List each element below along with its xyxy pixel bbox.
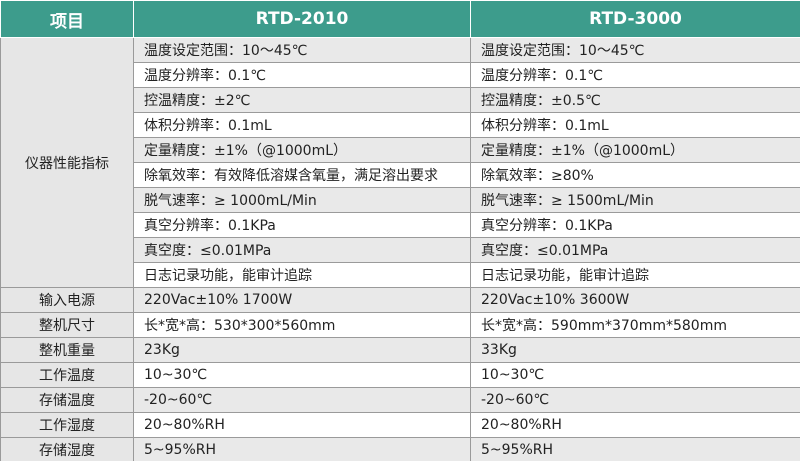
spec-cell: 5~95%RH — [133, 437, 471, 461]
spec-cell: 温度设定范围：10～45℃ — [133, 37, 471, 63]
table-row: 整机尺寸 长*宽*高：530*300*560mm 长*宽*高：590mm*370mm… — [0, 312, 800, 338]
row-label: 工作温度 — [0, 362, 134, 388]
spec-cell: 体积分辨率：0.1mL — [133, 112, 471, 138]
spec-cell: 220Vac±10% 1700W — [133, 287, 471, 313]
spec-cell: 5~95%RH — [470, 437, 800, 461]
spec-cell: 真空度：≤0.01MPa — [133, 237, 471, 263]
spec-cell: 定量精度：±1%（@1000mL） — [470, 137, 800, 163]
table-row: 真空分辨率：0.1KPa 真空分辨率：0.1KPa — [1, 212, 800, 238]
table-row: 除氧效率：有效降低溶媒含氧量，满足溶出要求 除氧效率：≥80% — [1, 162, 800, 188]
table-row: 仪器性能指标 温度设定范围：10～45℃ 温度设定范围：10～45℃ — [0, 37, 800, 288]
spec-cell: 除氧效率：有效降低溶媒含氧量，满足溶出要求 — [133, 162, 471, 188]
spec-cell: 温度分辨率：0.1℃ — [133, 62, 471, 88]
spec-cell: 10~30℃ — [470, 362, 800, 388]
row-label: 整机重量 — [0, 337, 134, 363]
spec-cell: -20~60℃ — [133, 387, 471, 413]
spec-cell: 20~80%RH — [470, 412, 800, 438]
table-row: 温度分辨率：0.1℃ 温度分辨率：0.1℃ — [1, 62, 800, 88]
spec-cell: 体积分辨率：0.1mL — [470, 112, 800, 138]
spec-cell: 20~80%RH — [133, 412, 471, 438]
spec-cell: 温度分辨率：0.1℃ — [470, 62, 800, 88]
spec-cell: 真空分辨率：0.1KPa — [133, 212, 471, 238]
spec-cell: 脱气速率：≥ 1500mL/Min — [470, 187, 800, 213]
spec-cell: 脱气速率：≥ 1000mL/Min — [133, 187, 471, 213]
table-row: 存储湿度 5~95%RH 5~95%RH — [0, 437, 800, 461]
spec-cell: -20~60℃ — [470, 387, 800, 413]
row-label: 工作湿度 — [0, 412, 134, 438]
table-row: 脱气速率：≥ 1000mL/Min 脱气速率：≥ 1500mL/Min — [1, 187, 800, 213]
spec-cell: 控温精度：±0.5℃ — [470, 87, 800, 113]
table-body: 仪器性能指标 温度设定范围：10～45℃ 温度设定范围：10～45℃ 温度分辨率：0.… — [0, 37, 800, 461]
spec-cell: 日志记录功能，能审计追踪 — [470, 262, 800, 288]
row-label: 存储温度 — [0, 387, 134, 413]
spec-cell: 定量精度：±1%（@1000mL） — [133, 137, 471, 163]
spec-cell: 220Vac±10% 3600W — [470, 287, 800, 313]
spec-cell: 温度设定范围：10～45℃ — [470, 37, 800, 63]
table-row: 工作湿度 20~80%RH 20~80%RH — [0, 412, 800, 438]
table-row: 定量精度：±1%（@1000mL） 定量精度：±1%（@1000mL） — [1, 137, 800, 163]
spec-cell: 长*宽*高：530*300*560mm — [133, 312, 471, 338]
spec-cell: 10~30℃ — [133, 362, 471, 388]
spec-cell: 33Kg — [470, 337, 800, 363]
spec-cell: 除氧效率：≥80% — [470, 162, 800, 188]
row-label: 仪器性能指标 — [0, 37, 134, 288]
table-row: 输入电源 220Vac±10% 1700W 220Vac±10% 3600W — [0, 287, 800, 313]
table-row: 工作温度 10~30℃ 10~30℃ — [0, 362, 800, 388]
header-cell: 项目 — [0, 0, 134, 38]
spec-cell: 真空度：≤0.01MPa — [470, 237, 800, 263]
row-label: 存储湿度 — [0, 437, 134, 461]
spec-cell: 长*宽*高：590mm*370mm*580mm — [470, 312, 800, 338]
spec-cell: 23Kg — [133, 337, 471, 363]
header-cell: RTD-3000 — [470, 0, 800, 38]
spec-cell: 日志记录功能，能审计追踪 — [133, 262, 471, 288]
spec-cell: 控温精度：±2℃ — [133, 87, 471, 113]
row-label: 输入电源 — [0, 287, 134, 313]
header-row: 项目 RTD-2010 RTD-3000 — [0, 0, 800, 38]
table-row: 真空度：≤0.01MPa 真空度：≤0.01MPa — [1, 237, 800, 263]
table-row: 体积分辨率：0.1mL 体积分辨率：0.1mL — [1, 112, 800, 138]
table-row: 整机重量 23Kg 33Kg — [0, 337, 800, 363]
row-label: 整机尺寸 — [0, 312, 134, 338]
header-cell: RTD-2010 — [133, 0, 471, 38]
spec-cell: 真空分辨率：0.1KPa — [470, 212, 800, 238]
table-row: 存储温度 -20~60℃ -20~60℃ — [0, 387, 800, 413]
